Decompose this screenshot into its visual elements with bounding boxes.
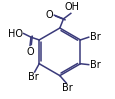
Text: HO: HO bbox=[8, 29, 23, 39]
Text: Br: Br bbox=[28, 72, 39, 82]
Text: O: O bbox=[45, 10, 53, 20]
Text: Br: Br bbox=[61, 83, 72, 93]
Text: O: O bbox=[26, 47, 34, 57]
Text: Br: Br bbox=[89, 60, 99, 70]
Text: OH: OH bbox=[64, 2, 79, 12]
Text: Br: Br bbox=[89, 32, 99, 42]
